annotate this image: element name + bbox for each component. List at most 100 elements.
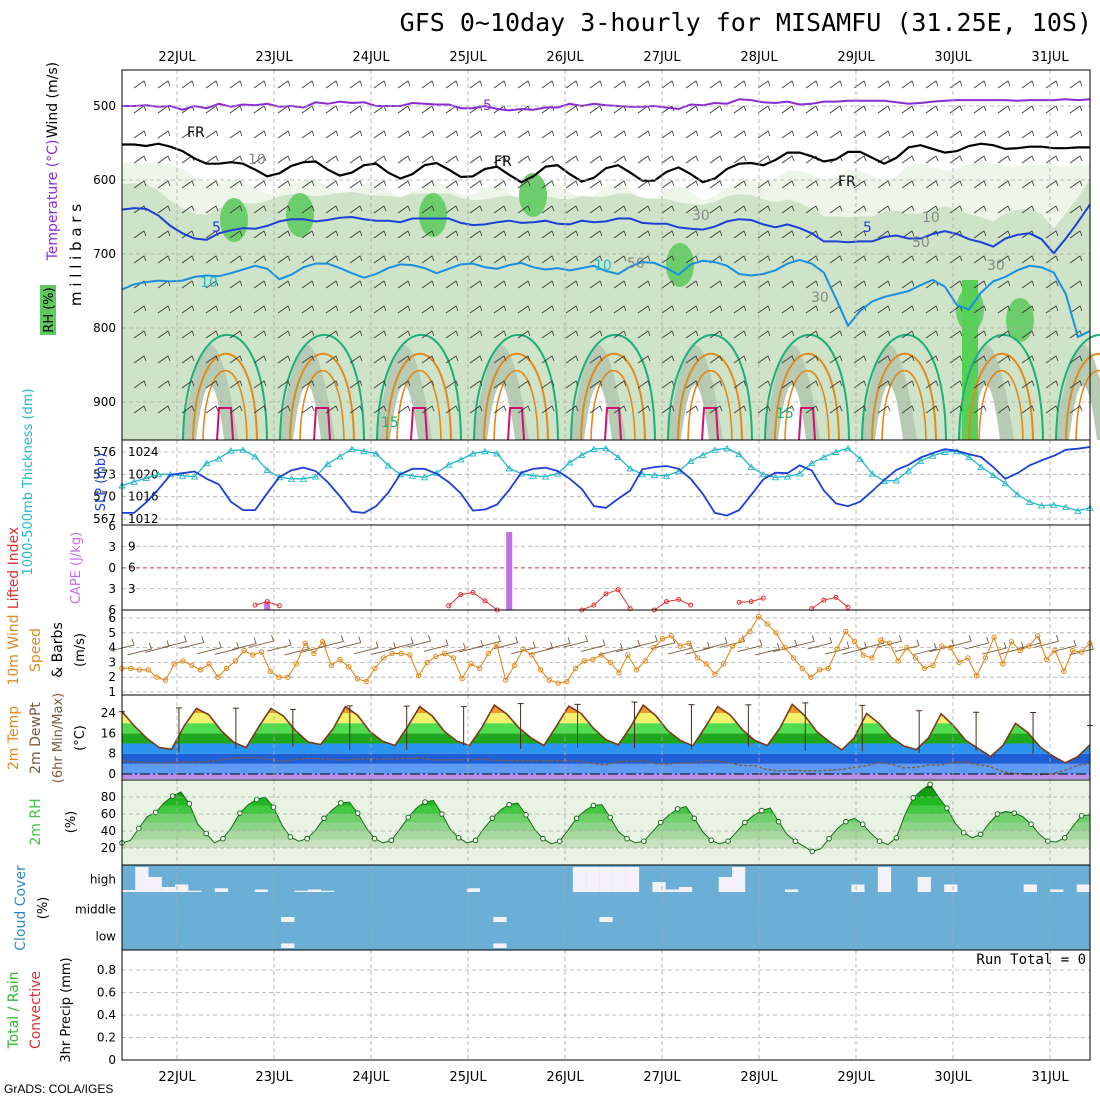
wind-barb: [661, 405, 675, 414]
wind-barb: [877, 205, 891, 214]
cloud-bar-high: [917, 877, 931, 892]
wind-barb: [685, 305, 699, 314]
wind-barb: [157, 355, 171, 364]
wind-barb: [1045, 405, 1059, 414]
wind-barb: [1021, 180, 1035, 189]
wind-barb: [517, 130, 531, 139]
rh-point: [1011, 810, 1018, 816]
x-tick-top: 30JUL: [934, 50, 972, 65]
wind-barb-10m: [127, 642, 153, 656]
wind-barb: [949, 330, 963, 339]
wind-barb: [733, 330, 747, 339]
rh-point: [809, 848, 816, 855]
wind-barb: [925, 330, 939, 339]
wind-barb-10m: [231, 637, 257, 650]
wind-barb-10m: [981, 641, 1007, 655]
wind-barb: [1069, 80, 1083, 89]
wind-barb: [901, 230, 915, 239]
wind-barb-10m: [598, 642, 623, 656]
wind-barb: [973, 155, 987, 164]
thickness-point: [638, 470, 647, 478]
isotherm-20: [192, 352, 258, 441]
slp-y-tick: 1020: [128, 467, 159, 481]
wind-barb: [829, 180, 843, 189]
thickness-point: [759, 470, 768, 478]
thickness-point: [287, 475, 296, 482]
wind-barb-10m: [511, 641, 536, 655]
rh-point: [472, 837, 479, 844]
thickness-point: [565, 459, 574, 466]
wind-barb: [613, 130, 627, 139]
precip-frame: [121, 949, 1091, 1061]
wind-barb: [373, 80, 387, 89]
wind-barb: [277, 255, 291, 264]
thickness-point: [626, 465, 634, 472]
wind-barb: [469, 130, 483, 139]
isotherm-freezing: [122, 142, 1090, 184]
wind-barb: [373, 355, 387, 364]
wind-barb: [1069, 230, 1083, 239]
wind-barb: [181, 205, 195, 214]
wind-frame: [121, 609, 1091, 696]
wind-barb: [205, 305, 219, 314]
wind-barb: [469, 80, 483, 89]
thickness-point: [674, 467, 683, 475]
cloud-bar-high: [161, 887, 176, 892]
thickness-point: [178, 472, 187, 479]
isotherm-30: [701, 407, 719, 441]
wind-barb: [853, 205, 867, 214]
thickness-point: [227, 447, 235, 454]
wind-speed-point: [468, 661, 474, 667]
x-tick-bottom: 29JUL: [837, 1070, 875, 1085]
wind-barb: [541, 330, 555, 339]
wind-barb: [229, 355, 243, 364]
wind-barb: [349, 280, 363, 289]
wind-barb: [445, 255, 459, 264]
wind-speed-point: [189, 662, 195, 669]
lifted-index-point: [615, 587, 621, 593]
precip-y-tick: 0.6: [97, 986, 116, 1000]
wind-barb-10m: [528, 642, 554, 655]
wind-barb: [709, 205, 723, 214]
thickness-point: [384, 462, 392, 469]
wind-barb-10m: [388, 637, 414, 650]
wind-y-tick: 4: [108, 641, 116, 655]
wind-barb: [469, 255, 483, 264]
wind-barb: [421, 330, 435, 339]
cloud-bar-high: [731, 867, 746, 892]
wind-speed-point: [154, 674, 160, 680]
wind-speed-point: [433, 653, 439, 660]
wind-barb: [349, 155, 363, 164]
wind-speed-point: [616, 670, 622, 676]
precip-y-tick: 0: [108, 1053, 116, 1067]
thickness-point: [735, 450, 743, 458]
wind-barb: [781, 405, 795, 414]
wind-barb: [445, 380, 459, 389]
wind-barb: [469, 205, 483, 214]
wind-barb: [565, 355, 579, 364]
thickness-point: [1013, 491, 1022, 498]
wind-speed-point: [930, 662, 936, 669]
wind-barb: [301, 255, 315, 264]
wind-barb: [661, 180, 675, 189]
wind-speed-point: [520, 646, 526, 652]
wind-barb: [829, 130, 843, 139]
wind-barb: [229, 230, 243, 239]
wind-barb: [517, 180, 531, 189]
wind-y-tick: 2: [108, 670, 116, 684]
wind-barb: [277, 230, 291, 239]
wind-barb: [1069, 255, 1083, 264]
wind-barb: [997, 205, 1011, 214]
wind-barb: [997, 255, 1011, 264]
wind-barb: [661, 255, 675, 264]
wind-barb: [253, 305, 267, 314]
cloud-bar-high: [122, 890, 136, 892]
wind-barb: [829, 255, 843, 264]
wind-barb: [517, 80, 531, 89]
wind-barb: [1021, 405, 1035, 414]
rh-point: [237, 810, 243, 816]
wind-barb: [1021, 205, 1035, 214]
wind-barb: [517, 330, 531, 339]
wind-barb: [421, 155, 435, 164]
wind-barb: [373, 180, 387, 189]
